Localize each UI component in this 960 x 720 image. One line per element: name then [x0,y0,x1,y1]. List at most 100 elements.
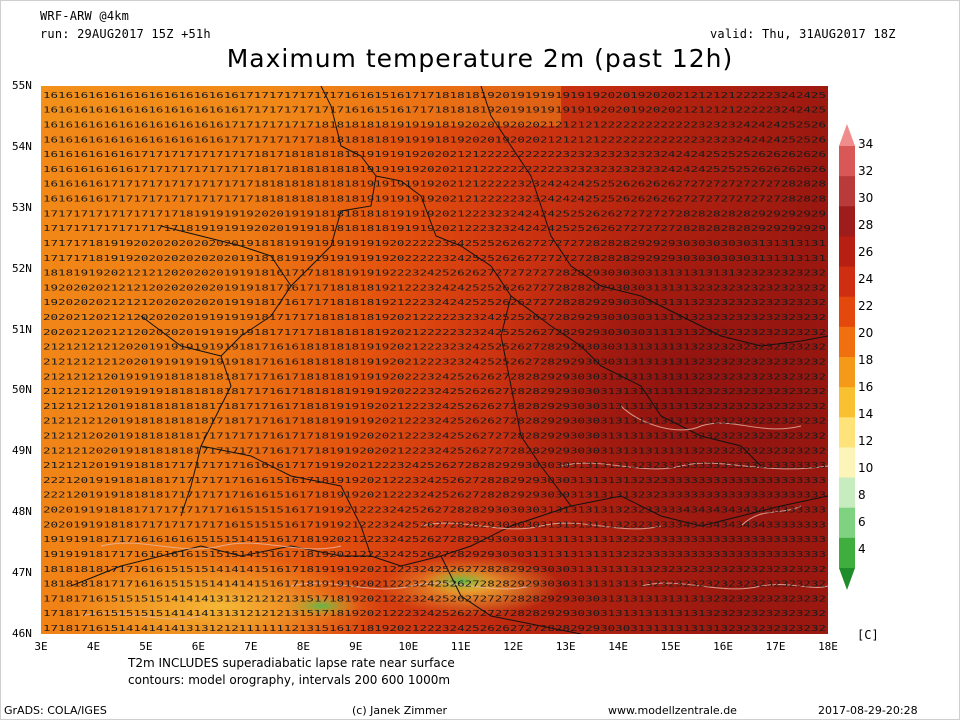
legend-swatch [839,146,855,177]
cold-region-alps [421,567,501,595]
lat-label-49n: 49N [12,444,32,458]
temperature-row: 1717171819192020202020202019181819191919… [43,253,826,263]
lon-label-17e: 17E [765,640,786,653]
temperature-row: 1718171615151515141414131312121213151718… [43,608,826,618]
lat-label-46n: 46N [12,627,32,640]
note-lapse-rate: T2m INCLUDES superadiabatic lapse rate n… [128,656,455,670]
legend-label-6: 6 [858,515,866,529]
run-label: run: 29AUG2017 15Z +51h [40,27,211,41]
temperature-row: 2020212021212020202019191919181717171818… [43,327,826,337]
legend-label-18: 18 [858,353,874,367]
model-label: WRF-ARW @4km [40,9,130,23]
temperature-row: 1717171717171717171819191919202019191818… [43,208,826,218]
lon-label-3e: 3E [34,640,48,653]
temperature-row: 1616161616161616161616161617171717171717… [43,90,826,100]
legend-swatch [839,236,855,268]
legend-swatch [839,124,855,146]
lat-label-54n: 54N [12,139,32,153]
lon-label-13e: 13E [555,640,576,653]
lon-label-5e: 5E [139,640,153,653]
lon-label-14e: 14E [608,640,629,653]
legend-label-14: 14 [858,407,874,421]
legend-label-20: 20 [858,326,874,340]
temperature-row: 2121212121202019191919191918171616181818… [43,342,826,352]
legend-label-12: 12 [858,434,874,448]
temperature-row: 1920202021212120202020201919181716171718… [43,282,826,292]
temperature-row: 2221201919181818171717171716161516171819… [43,490,826,500]
temperature-row: 2221201919181818171717171716161516171819… [43,475,826,485]
temperature-row: 1818181817171616151515141414151617181919… [43,579,826,589]
lat-label-53n: 53N [12,200,32,214]
valid-label: valid: Thu, 31AUG2017 18Z [710,27,896,41]
legend-label-8: 8 [858,488,866,502]
legend-label-16: 16 [858,380,874,394]
temperature-row: 1818181817171616151515141414151617181919… [43,564,826,574]
temperature-row: 1717171717171717171819191919202019191818… [43,223,826,233]
temperature-values: 1616161616161616161616161617171717171717… [43,90,826,633]
sea-region [41,86,561,126]
lon-label-7e: 7E [244,640,258,653]
legend-swatch [839,326,855,358]
temperature-row: 1920202021212120202020201919181716171718… [43,297,826,307]
legend-swatch [839,477,855,509]
map-canvas: 1616161616161616161616161617171717171717… [41,86,828,634]
temperature-row: 2121212020191818181817171717171617171819… [43,431,826,441]
footer-software: GrADS: COLA/IGES [4,704,107,717]
lat-label-48n: 48N [12,505,32,519]
legend-label-30: 30 [858,191,874,205]
temperature-row: 1616161617171717171717171717181818181818… [43,194,826,204]
legend-swatch [839,296,855,328]
temperature-row: 1616161616161616161616161717171717171818… [43,120,826,130]
temperature-row: 1919191817171616161615151514151617181920… [43,549,826,559]
temperature-row: 2020191918181717171717171615151516171919… [43,519,826,529]
legend-label-34: 34 [858,137,874,151]
legend-swatch [839,206,855,237]
footer-website: www.modellzentrale.de [608,704,737,717]
map-title: Maximum temperature 2m (past 12h) [226,44,734,73]
lat-label-47n: 47N [12,566,32,580]
lon-label-6e: 6E [191,640,206,653]
lon-label-4e: 4E [86,640,101,653]
legend-label-28: 28 [858,218,874,232]
lon-label-16e: 16E [713,640,733,653]
temperature-row: 1616161616161616161616161717171717171818… [43,134,826,144]
temperature-row: 2020191918181717171717171615151516171919… [43,505,826,515]
temperature-row: 1717171819192020202020202019181819191919… [43,238,826,248]
lat-label-50n: 50N [12,383,32,397]
lon-label-15e: 15E [660,640,681,653]
footer-copyright: (c) Janek Zimmer [352,704,448,717]
temperature-row: 2121212120191818181818171817171617181819… [43,416,826,426]
legend-swatch [839,507,855,539]
legend-label-22: 22 [858,299,874,313]
legend-swatch [839,266,855,298]
legend-swatch [839,568,855,590]
temperature-row: 1718171615151515141414131312121213151718… [43,593,826,603]
legend-swatch [839,447,855,479]
legend-label-32: 32 [858,164,874,178]
legend-label-4: 4 [858,542,866,556]
legend-swatch [839,387,855,418]
legend-swatch [839,537,855,569]
legend-label-10: 10 [858,461,874,475]
lon-label-9e: 9E [349,640,363,653]
temperature-row: 1919191817171616161615151514151617181920… [43,534,826,544]
lon-label-10e: 10E [398,640,419,653]
temperature-row: 1616161617171717171717171717181818181818… [43,179,826,189]
temperature-row: 2121212120191919181818181817171617181818… [43,371,826,381]
color-legend [839,124,855,590]
lon-label-12e: 12E [503,640,524,653]
temperature-row: 1718171615141414141313121211111112131516… [43,623,826,633]
lon-label-11e: 11E [450,640,471,653]
legend-label-24: 24 [858,272,874,286]
legend-swatch [839,417,855,448]
temperature-row: 2121212019191818171717171716161617171919… [43,460,826,470]
unit-label: [C] [857,628,879,642]
note-orography: contours: model orography, intervals 200… [128,673,451,687]
hot-region [491,216,828,556]
temperature-map: 1616161616161616161616161617171717171717… [41,86,828,634]
cold-region-alps-west [281,594,361,618]
legend-label-26: 26 [858,245,874,259]
lat-label-55n: 55N [12,79,32,92]
legend-swatch [839,176,855,207]
lon-label-18e: 18E [818,640,838,653]
